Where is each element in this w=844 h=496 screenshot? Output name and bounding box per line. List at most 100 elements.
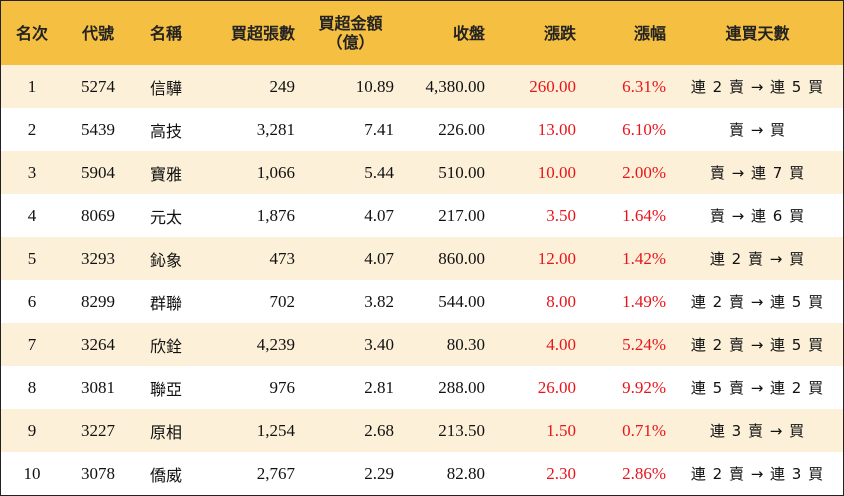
cell-code: 8069 (81, 205, 115, 225)
table-body: 1 5274 信驊 249 10.89 4,380.00 260.00 6.31… (1, 65, 843, 495)
table-row: 6 8299 群聯 702 3.82 544.00 8.00 1.49% 連 2… (1, 280, 843, 323)
cell-streak: 連 3 賣 → 買 (709, 422, 806, 440)
cell-close: 82.80 (446, 463, 485, 483)
cell-amount: 5.44 (364, 162, 394, 182)
cell-pct: 9.92% (622, 377, 666, 397)
cell-streak: 連 2 賣 → 連 5 買 (690, 336, 825, 354)
cell-close: 226.00 (438, 119, 485, 139)
cell-amount: 7.41 (364, 119, 394, 139)
cell-close: 80.30 (446, 334, 485, 354)
table-header: 名次 代號 名稱 買超張數 買超金額 （億） 收盤 漲跌 漲幅 連買天數 (1, 1, 843, 65)
header-code: 代號 (81, 23, 114, 43)
cell-lots: 702 (269, 291, 296, 311)
cell-pct: 1.42% (622, 248, 666, 268)
cell-amount: 4.07 (364, 205, 394, 225)
cell-change: 3.50 (546, 205, 576, 225)
cell-rank: 10 (23, 463, 41, 483)
cell-amount: 2.81 (364, 377, 394, 397)
cell-change: 12.00 (537, 248, 576, 268)
cell-close: 288.00 (438, 377, 485, 397)
cell-name: 僑威 (149, 465, 182, 485)
cell-rank: 3 (27, 162, 37, 182)
cell-rank: 8 (27, 377, 37, 397)
cell-rank: 7 (27, 334, 37, 354)
cell-code: 3293 (81, 248, 115, 268)
cell-close: 217.00 (438, 205, 485, 225)
cell-change: 4.00 (546, 334, 576, 354)
cell-lots: 249 (269, 76, 296, 96)
cell-pct: 1.49% (622, 291, 666, 311)
cell-change: 260.00 (529, 76, 576, 96)
cell-name: 欣銓 (149, 336, 182, 356)
table-row: 8 3081 聯亞 976 2.81 288.00 26.00 9.92% 連 … (1, 366, 843, 409)
cell-lots: 976 (269, 377, 296, 397)
cell-rank: 1 (27, 76, 37, 96)
header-amount-line1: 買超金額 (318, 14, 383, 33)
header-close: 收盤 (452, 23, 485, 43)
header-rank: 名次 (15, 23, 48, 43)
cell-pct: 6.31% (622, 76, 666, 96)
table-row: 3 5904 寶雅 1,066 5.44 510.00 10.00 2.00% … (1, 151, 843, 194)
cell-rank: 4 (27, 205, 37, 225)
cell-code: 5439 (81, 119, 115, 139)
cell-amount: 3.40 (364, 334, 394, 354)
cell-streak: 賣 → 連 6 買 (709, 207, 806, 225)
cell-rank: 6 (27, 291, 37, 311)
cell-rank: 5 (27, 248, 37, 268)
cell-code: 3081 (81, 377, 115, 397)
cell-name: 寶雅 (149, 164, 182, 184)
cell-name: 鈊象 (149, 250, 182, 270)
cell-code: 3264 (81, 334, 115, 354)
cell-lots: 1,066 (256, 162, 295, 182)
table-row: 10 3078 僑威 2,767 2.29 82.80 2.30 2.86% 連… (1, 452, 843, 495)
cell-close: 510.00 (438, 162, 485, 182)
cell-amount: 2.29 (364, 463, 394, 483)
cell-streak: 連 2 賣 → 連 5 買 (690, 78, 825, 96)
cell-name: 群聯 (149, 293, 182, 313)
cell-amount: 10.89 (355, 76, 394, 96)
header-pct: 漲幅 (633, 23, 666, 43)
cell-change: 2.30 (546, 463, 576, 483)
cell-change: 1.50 (546, 420, 576, 440)
cell-rank: 9 (27, 420, 37, 440)
cell-name: 高技 (149, 121, 182, 141)
cell-lots: 1,254 (256, 420, 295, 440)
cell-pct: 1.64% (622, 205, 666, 225)
cell-pct: 2.00% (622, 162, 666, 182)
cell-close: 544.00 (438, 291, 485, 311)
cell-name: 元太 (149, 207, 182, 227)
table-row: 9 3227 原相 1,254 2.68 213.50 1.50 0.71% 連… (1, 409, 843, 452)
cell-change: 13.00 (537, 119, 576, 139)
cell-lots: 2,767 (256, 463, 295, 483)
cell-name: 原相 (149, 422, 182, 442)
cell-lots: 1,876 (256, 205, 295, 225)
cell-code: 5274 (81, 76, 115, 96)
table-row: 2 5439 高技 3,281 7.41 226.00 13.00 6.10% … (1, 108, 843, 151)
table-row: 4 8069 元太 1,876 4.07 217.00 3.50 1.64% 賣… (1, 194, 843, 237)
cell-code: 3078 (81, 463, 115, 483)
cell-streak: 賣 → 買 (728, 121, 787, 139)
cell-change: 8.00 (546, 291, 576, 311)
cell-rank: 2 (27, 119, 37, 139)
cell-close: 860.00 (438, 248, 485, 268)
header-name: 名稱 (149, 23, 182, 43)
table-row: 5 3293 鈊象 473 4.07 860.00 12.00 1.42% 連 … (1, 237, 843, 280)
cell-streak: 連 2 賣 → 連 3 買 (690, 465, 825, 483)
cell-lots: 3,281 (256, 119, 295, 139)
cell-change: 10.00 (537, 162, 576, 182)
cell-lots: 473 (269, 248, 296, 268)
cell-close: 213.50 (438, 420, 485, 440)
table-row: 7 3264 欣銓 4,239 3.40 80.30 4.00 5.24% 連 … (1, 323, 843, 366)
cell-name: 聯亞 (149, 379, 182, 399)
cell-streak: 連 2 賣 → 連 5 買 (690, 293, 825, 311)
cell-code: 8299 (81, 291, 115, 311)
header-streak: 連買天數 (725, 23, 790, 43)
header-change: 漲跌 (543, 23, 576, 43)
cell-pct: 5.24% (622, 334, 666, 354)
cell-close: 4,380.00 (425, 76, 486, 96)
cell-code: 3227 (81, 420, 115, 440)
header-amount-line2: （億） (326, 33, 375, 52)
header-amount: 買超金額 （億） (301, 1, 400, 65)
